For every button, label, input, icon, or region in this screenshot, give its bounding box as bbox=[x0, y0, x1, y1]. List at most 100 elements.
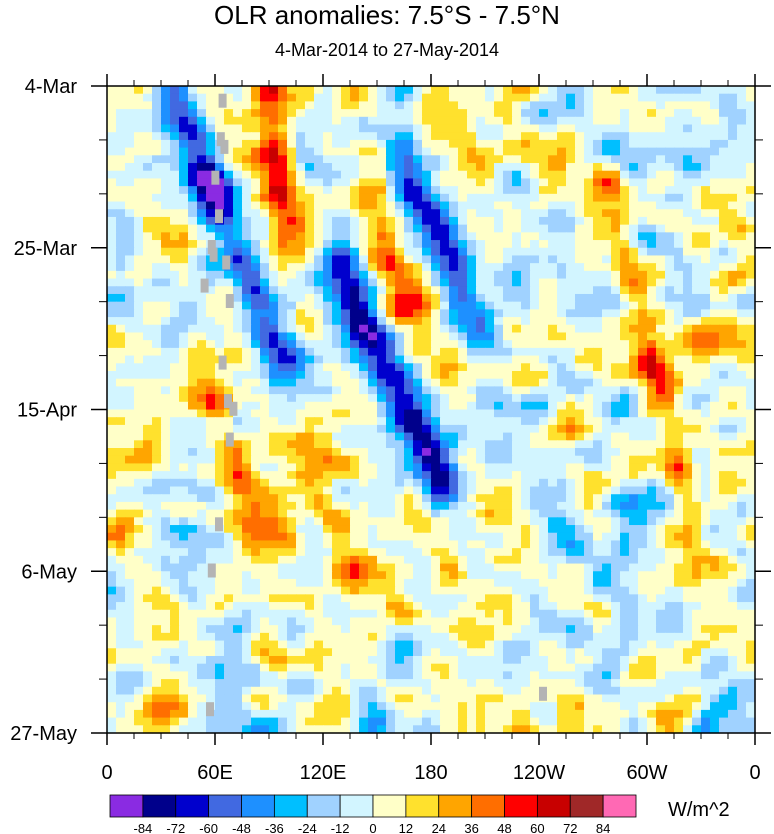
heatmap-cell bbox=[332, 286, 342, 295]
heatmap-cell bbox=[404, 132, 414, 141]
heatmap-cell bbox=[233, 124, 243, 133]
heatmap-cell bbox=[719, 216, 729, 226]
heatmap-cell bbox=[134, 394, 144, 403]
heatmap-cell bbox=[656, 286, 666, 295]
heatmap-cell bbox=[323, 301, 333, 310]
heatmap-cell bbox=[647, 209, 657, 218]
heatmap-cell bbox=[611, 517, 621, 526]
heatmap-cell bbox=[413, 463, 423, 472]
heatmap-cell bbox=[728, 378, 738, 387]
heatmap-cell bbox=[485, 255, 495, 264]
heatmap-cell bbox=[404, 471, 414, 480]
heatmap-cell bbox=[125, 363, 135, 372]
heatmap-cell bbox=[107, 494, 117, 503]
heatmap-cell bbox=[260, 602, 270, 611]
heatmap-cell bbox=[395, 571, 405, 580]
heatmap-cell bbox=[521, 478, 531, 488]
heatmap-cell bbox=[557, 170, 567, 180]
heatmap-cell bbox=[566, 347, 576, 357]
heatmap-cell bbox=[719, 193, 729, 203]
heatmap-cell bbox=[170, 440, 180, 449]
heatmap-cell bbox=[593, 263, 603, 272]
heatmap-cell bbox=[422, 124, 432, 133]
heatmap-cell bbox=[539, 101, 549, 110]
heatmap-cell bbox=[287, 340, 297, 349]
heatmap-cell bbox=[323, 270, 333, 280]
heatmap-cell bbox=[629, 93, 639, 102]
heatmap-cell bbox=[746, 455, 756, 465]
heatmap-cell bbox=[143, 201, 153, 210]
heatmap-cell bbox=[323, 563, 333, 572]
heatmap-cell bbox=[143, 347, 153, 357]
heatmap-cell bbox=[710, 255, 720, 264]
heatmap-cell bbox=[521, 394, 531, 403]
heatmap-cell bbox=[737, 509, 747, 518]
heatmap-cell bbox=[539, 124, 549, 133]
heatmap-cell bbox=[323, 486, 333, 495]
heatmap-cell bbox=[512, 463, 522, 472]
heatmap-cell bbox=[224, 163, 234, 172]
heatmap-cell bbox=[746, 247, 756, 257]
heatmap-cell bbox=[737, 478, 747, 488]
heatmap-cell bbox=[476, 317, 486, 326]
heatmap-cell bbox=[476, 394, 486, 403]
heatmap-cell bbox=[170, 555, 180, 565]
heatmap-cell bbox=[215, 440, 225, 449]
heatmap-cell bbox=[125, 401, 135, 411]
heatmap-cell bbox=[413, 240, 423, 249]
heatmap-cell bbox=[719, 363, 729, 372]
heatmap-cell bbox=[476, 186, 486, 195]
heatmap-cell bbox=[260, 424, 270, 434]
heatmap-cell bbox=[404, 517, 414, 526]
heatmap-cell bbox=[233, 501, 243, 511]
heatmap-cell bbox=[341, 132, 351, 141]
heatmap-cell bbox=[575, 501, 585, 511]
heatmap-cell bbox=[719, 301, 729, 310]
heatmap-cell bbox=[116, 563, 126, 572]
heatmap-cell bbox=[683, 509, 693, 518]
heatmap-cell bbox=[206, 324, 216, 334]
heatmap-cell bbox=[674, 293, 684, 303]
heatmap-cell bbox=[710, 471, 720, 480]
heatmap-cell bbox=[224, 617, 234, 626]
heatmap-cell bbox=[602, 563, 612, 572]
heatmap-cell bbox=[701, 532, 711, 542]
heatmap-cell bbox=[431, 424, 441, 434]
heatmap-cell bbox=[620, 525, 630, 534]
heatmap-cell bbox=[566, 317, 576, 326]
heatmap-cell bbox=[305, 471, 315, 480]
heatmap-cell bbox=[269, 555, 279, 565]
heatmap-cell bbox=[179, 240, 189, 249]
heatmap-cell bbox=[332, 594, 342, 603]
heatmap-cell bbox=[170, 378, 180, 387]
heatmap-cell bbox=[467, 486, 477, 495]
heatmap-cell bbox=[278, 540, 288, 549]
heatmap-cell bbox=[323, 586, 333, 595]
heatmap-cell bbox=[485, 263, 495, 272]
heatmap-cell bbox=[125, 494, 135, 503]
heatmap-cell bbox=[710, 509, 720, 518]
heatmap-cell bbox=[350, 448, 360, 457]
heatmap-cell bbox=[566, 540, 576, 549]
heatmap-cell bbox=[134, 417, 144, 426]
heatmap-cell bbox=[377, 378, 387, 387]
heatmap-cell bbox=[305, 232, 315, 241]
heatmap-cell bbox=[584, 471, 594, 480]
heatmap-cell bbox=[737, 270, 747, 280]
heatmap-cell bbox=[413, 355, 423, 364]
heatmap-cell bbox=[494, 363, 504, 372]
heatmap-cell bbox=[746, 317, 756, 326]
heatmap-cell bbox=[359, 548, 369, 557]
heatmap-cell bbox=[314, 409, 324, 418]
heatmap-cell bbox=[287, 317, 297, 326]
heatmap-cell bbox=[269, 617, 279, 626]
chart-subtitle: 4-Mar-2014 to 27-May-2014 bbox=[274, 40, 500, 60]
heatmap-cell bbox=[242, 463, 252, 472]
heatmap-cell bbox=[134, 355, 144, 364]
heatmap-cell bbox=[548, 355, 558, 364]
heatmap-cell bbox=[332, 224, 342, 233]
heatmap-cell bbox=[692, 93, 702, 102]
heatmap-cell bbox=[368, 486, 378, 495]
heatmap-cell bbox=[584, 571, 594, 580]
heatmap-cell bbox=[611, 201, 621, 210]
